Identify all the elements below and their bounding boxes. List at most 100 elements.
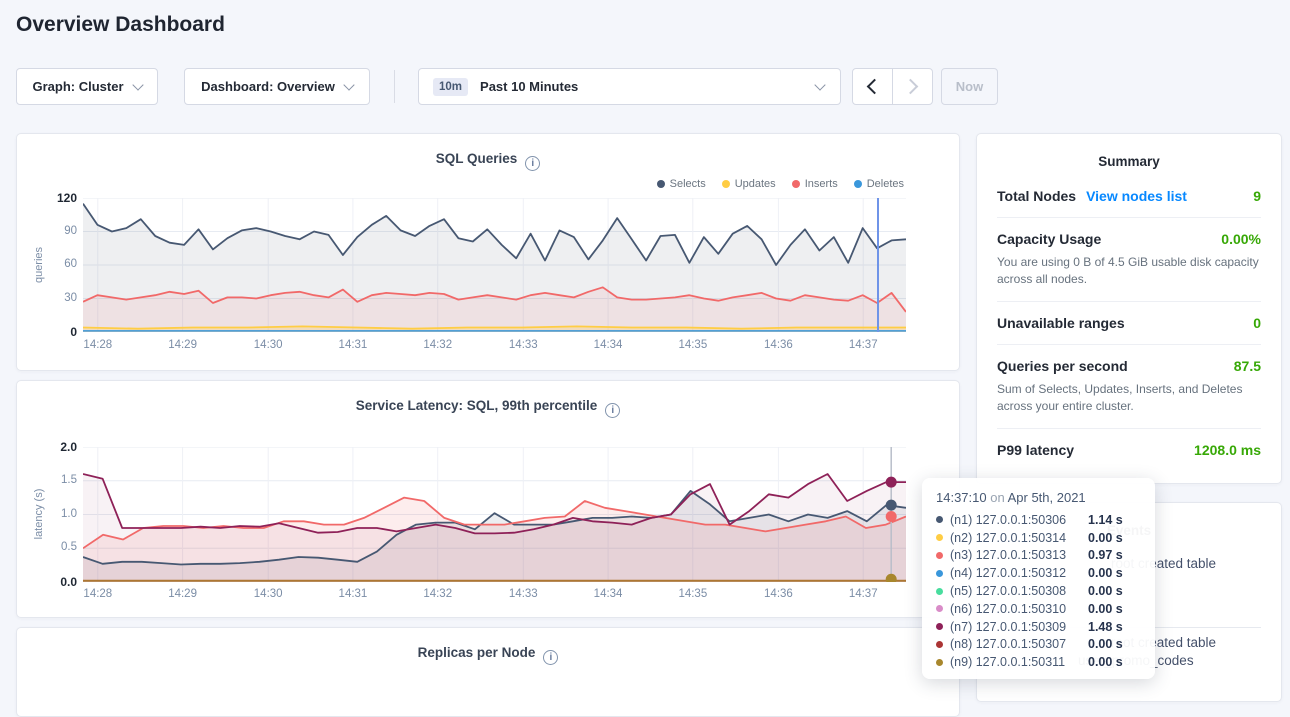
legend-item-selects[interactable]: Selects	[656, 178, 706, 190]
capacity-usage-description: You are using 0 B of 4.5 GiB usable disk…	[997, 255, 1259, 286]
chart-title: SQL Queries	[435, 151, 518, 166]
tooltip-node-value: 0.00 s	[1088, 530, 1123, 545]
series-dot-icon	[936, 640, 943, 648]
x-axis-tick-label: 14:35	[678, 339, 708, 351]
y-axis-tick-label: 2.0	[60, 440, 77, 454]
now-button-label: Now	[955, 79, 984, 94]
x-axis-tick-label: 14:36	[764, 339, 793, 351]
summary-row-unavailable-ranges: Unavailable ranges 0	[997, 301, 1261, 344]
legend-item-inserts[interactable]: Inserts	[791, 178, 838, 190]
x-axis-tick-label: 14:33	[508, 588, 538, 600]
tooltip-node-label: (n1) 127.0.0.1:50306	[950, 512, 1067, 527]
x-axis-tick-label: 14:29	[168, 588, 197, 600]
tooltip-node-label: (n8) 127.0.0.1:50307	[950, 637, 1067, 652]
replicas-title-row: Replicas per Node i	[17, 645, 959, 665]
tooltip-row: (n3) 127.0.0.1:50313 0.97 s	[936, 547, 1141, 565]
tooltip-on: on	[990, 490, 1005, 505]
p99-latency-value: 1208.0 ms	[1194, 442, 1261, 458]
info-icon[interactable]: i	[525, 156, 541, 171]
x-axis-tick-label: 14:31	[338, 588, 368, 600]
x-axis-tick-label: 14:30	[253, 588, 283, 600]
dashboard-dropdown[interactable]: Dashboard: Overview	[184, 68, 370, 105]
chevron-down-icon	[131, 78, 144, 91]
summary-row-p99: P99 latency 1208.0 ms	[997, 428, 1261, 471]
unavailable-ranges-label: Unavailable ranges	[997, 315, 1125, 331]
legend-dot-icon	[791, 180, 800, 188]
chevron-down-icon	[814, 78, 826, 91]
total-nodes-value: 9	[1253, 188, 1261, 204]
x-axis-tick-label: 14:30	[253, 339, 283, 351]
tooltip-row: (n7) 127.0.0.1:50309 1.48 s	[936, 618, 1141, 636]
sql-queries-legend: Selects Updates Inserts Deletes	[656, 178, 904, 190]
time-range-dropdown[interactable]: 10m Past 10 Minutes	[418, 68, 841, 105]
series-dot-icon	[936, 569, 943, 577]
sql-queries-plot[interactable]	[82, 197, 907, 337]
x-axis-tick-label: 14:36	[764, 588, 793, 600]
tooltip-node-label: (n2) 127.0.0.1:50314	[950, 530, 1067, 545]
dashboard-dropdown-label: Dashboard: Overview	[201, 79, 335, 94]
info-icon[interactable]: i	[605, 403, 621, 418]
tooltip-node-value: 1.14 s	[1088, 512, 1123, 527]
summary-row-qps: Queries per second 87.5 Sum of Selects, …	[997, 344, 1261, 428]
time-prev-button[interactable]	[853, 69, 892, 104]
series-dot-icon	[936, 623, 943, 631]
x-axis-tick-label: 14:28	[83, 339, 113, 351]
x-axis-tick-label: 14:29	[168, 339, 197, 351]
chart-title: Replicas per Node	[417, 645, 536, 660]
chart-tooltip-rows: (n1) 127.0.0.1:50306 1.14 s (n2) 127.0.0.1…	[936, 511, 1141, 671]
tooltip-timestamp: 14:37:10 on Apr 5th, 2021	[936, 490, 1141, 505]
chevron-down-icon	[343, 78, 355, 91]
x-axis-tick-label: 14:35	[678, 588, 708, 600]
time-range-label: Past 10 Minutes	[480, 79, 579, 94]
x-axis-tick-label: 14:34	[593, 339, 623, 351]
x-axis-tick-label: 14:32	[423, 588, 453, 600]
chart-canvas	[82, 446, 907, 585]
legend-item-updates[interactable]: Updates	[721, 178, 776, 190]
y-axis-tick-label: 0.0	[60, 575, 77, 589]
chevron-left-icon	[866, 78, 883, 95]
tooltip-node-value: 0.00 s	[1088, 601, 1123, 616]
x-axis-tick-label: 14:31	[338, 339, 368, 351]
service-latency-plot[interactable]	[82, 446, 907, 587]
y-axis-tick-label: 60	[64, 258, 77, 270]
replicas-per-node-card: Replicas per Node i	[16, 627, 960, 717]
view-nodes-list-link[interactable]: View nodes list	[1086, 188, 1187, 204]
tooltip-row: (n5) 127.0.0.1:50308 0.00 s	[936, 582, 1141, 600]
legend-label: Inserts	[804, 178, 838, 190]
summary-card: Summary Total Nodes View nodes list 9 Ca…	[976, 133, 1282, 484]
time-range-badge: 10m	[433, 77, 469, 96]
sql-queries-card: SQL Queries i Selects Updates Inserts Delete…	[16, 133, 960, 371]
capacity-usage-value: 0.00%	[1221, 231, 1261, 247]
tooltip-node-label: (n9) 127.0.0.1:50311	[950, 655, 1066, 670]
y-axis-labels: 0 30 60 90 120	[25, 191, 77, 339]
toolbar-divider	[394, 70, 395, 103]
summary-row-total-nodes: Total Nodes View nodes list 9	[997, 175, 1261, 217]
series-dot-icon	[936, 551, 943, 559]
service-latency-title-row: Service Latency: SQL, 99th percentile i	[17, 398, 959, 418]
x-axis-tick-label: 14:34	[593, 588, 623, 600]
tooltip-node-label: (n4) 127.0.0.1:50312	[950, 566, 1067, 581]
qps-value: 87.5	[1233, 358, 1261, 374]
tooltip-row: (n9) 127.0.0.1:50311 0.00 s	[936, 653, 1141, 671]
x-axis-tick-label: 14:32	[423, 339, 453, 351]
legend-item-deletes[interactable]: Deletes	[853, 178, 904, 190]
info-icon[interactable]: i	[543, 650, 559, 665]
time-next-button[interactable]	[892, 69, 932, 104]
service-latency-card: Service Latency: SQL, 99th percentile i l…	[16, 380, 960, 618]
tooltip-node-value: 1.48 s	[1088, 619, 1123, 634]
y-axis-tick-label: 1.0	[61, 507, 77, 520]
now-button[interactable]: Now	[941, 68, 998, 105]
y-axis-tick-label: 30	[64, 291, 77, 304]
y-axis-tick-label: 90	[64, 224, 77, 237]
tooltip-node-value: 0.00 s	[1088, 566, 1123, 581]
y-axis-tick-label: 1.5	[61, 473, 77, 486]
summary-row-capacity: Capacity Usage 0.00% You are using 0 B o…	[997, 217, 1261, 301]
qps-label: Queries per second	[997, 358, 1128, 374]
y-axis-tick-label: 120	[56, 191, 77, 205]
y-axis-tick-label: 0.5	[61, 541, 77, 554]
tooltip-node-value: 0.00 s	[1088, 655, 1123, 670]
tooltip-row: (n2) 127.0.0.1:50314 0.00 s	[936, 529, 1141, 547]
tooltip-node-value: 0.00 s	[1088, 584, 1123, 599]
tooltip-node-value: 0.97 s	[1088, 548, 1123, 563]
graph-dropdown[interactable]: Graph: Cluster	[16, 68, 158, 105]
